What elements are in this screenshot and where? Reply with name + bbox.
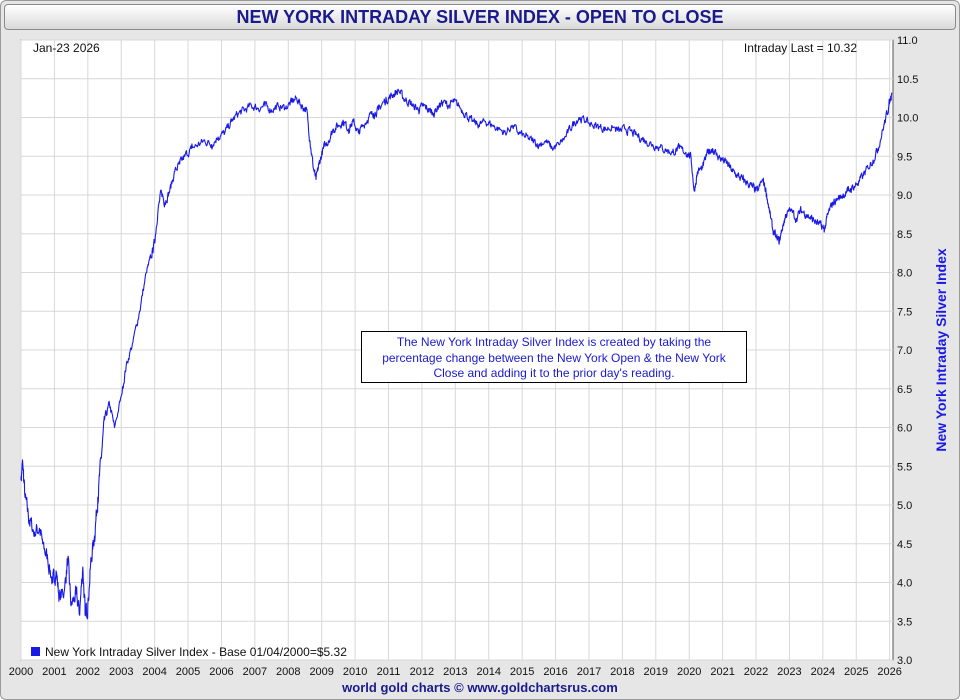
x-tick-label: 2006 bbox=[209, 666, 233, 678]
x-tick-label: 2004 bbox=[142, 666, 166, 678]
x-axis-ticks: 2000 2001 2002 2003 2004 2005 2006 2007 2008 2009… bbox=[9, 666, 902, 678]
series-line bbox=[20, 88, 893, 620]
x-tick-label: 2024 bbox=[811, 666, 835, 678]
x-tick-label: 2000 bbox=[9, 666, 33, 678]
x-tick-label: 2012 bbox=[410, 666, 434, 678]
grid-lines bbox=[20, 39, 893, 661]
x-tick-label: 2026 bbox=[877, 666, 901, 678]
x-tick-label: 2016 bbox=[543, 666, 567, 678]
x-tick-label: 2009 bbox=[309, 666, 333, 678]
x-tick-label: 2011 bbox=[377, 666, 401, 678]
x-tick-label: 2025 bbox=[844, 666, 868, 678]
x-tick-label: 2022 bbox=[744, 666, 768, 678]
x-tick-label: 2018 bbox=[610, 666, 634, 678]
y-tick-label: 8.0 bbox=[897, 268, 912, 280]
y-tick-label: 10.5 bbox=[897, 74, 918, 86]
date-label: Jan-23 2026 bbox=[33, 41, 100, 55]
y-tick-label: 9.0 bbox=[897, 190, 912, 202]
x-tick-label: 2020 bbox=[677, 666, 701, 678]
x-tick-label: 2002 bbox=[76, 666, 100, 678]
y-tick-label: 6.0 bbox=[897, 423, 912, 435]
x-tick-label: 2005 bbox=[176, 666, 200, 678]
x-tick-label: 2017 bbox=[577, 666, 601, 678]
x-tick-label: 2008 bbox=[276, 666, 300, 678]
y-tick-label: 5.5 bbox=[897, 461, 912, 473]
x-tick-label: 2001 bbox=[42, 666, 66, 678]
y-tick-label: 9.5 bbox=[897, 151, 912, 163]
y-tick-label: 5.0 bbox=[897, 500, 912, 512]
y-tick-label: 7.0 bbox=[897, 345, 912, 357]
annotation-note: The New York Intraday Silver Index is cr… bbox=[361, 331, 747, 383]
legend-swatch bbox=[31, 647, 40, 656]
last-value-label: Intraday Last = 10.32 bbox=[743, 41, 857, 55]
y-tick-label: 3.0 bbox=[897, 655, 912, 667]
y-axis-ticks: 3.0 3.5 4.0 4.5 5.0 5.5 6.0 6.5 7.0 7.5 8.0 8.5 9.0 9… bbox=[897, 35, 918, 667]
chart-title: NEW YORK INTRADAY SILVER INDEX - OPEN TO… bbox=[4, 4, 956, 30]
x-tick-label: 2015 bbox=[510, 666, 534, 678]
y-tick-label: 8.5 bbox=[897, 229, 912, 241]
x-tick-label: 2014 bbox=[476, 666, 500, 678]
legend-label: New York Intraday Silver Index - Base 01… bbox=[45, 645, 347, 659]
footer-credit: world gold charts © www.goldchartsrus.co… bbox=[342, 680, 618, 695]
y-tick-label: 4.0 bbox=[897, 578, 912, 590]
x-tick-label: 2013 bbox=[443, 666, 467, 678]
y-tick-label: 4.5 bbox=[897, 539, 912, 551]
y-tick-label: 10.0 bbox=[897, 113, 918, 125]
x-tick-label: 2021 bbox=[710, 666, 734, 678]
y-tick-label: 11.0 bbox=[897, 35, 918, 47]
y-tick-label: 3.5 bbox=[897, 616, 912, 628]
x-tick-label: 2003 bbox=[109, 666, 133, 678]
y-axis-label: New York Intraday Silver Index bbox=[933, 248, 949, 452]
y-tick-label: 7.5 bbox=[897, 306, 912, 318]
x-tick-label: 2010 bbox=[343, 666, 367, 678]
y-tick-label: 6.5 bbox=[897, 384, 912, 396]
x-tick-label: 2019 bbox=[644, 666, 668, 678]
x-tick-label: 2007 bbox=[243, 666, 267, 678]
x-tick-label: 2023 bbox=[777, 666, 801, 678]
